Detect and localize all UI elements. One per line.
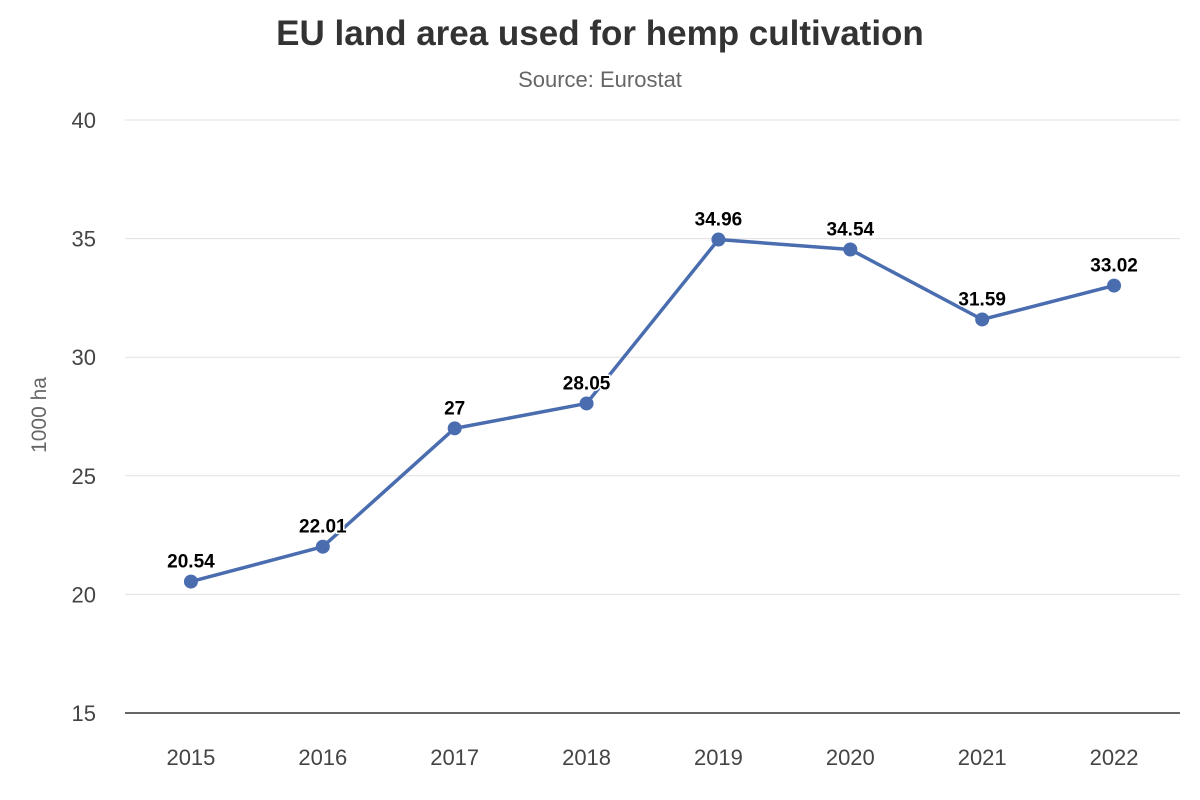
x-tick-label: 2019	[694, 745, 743, 770]
x-tick-label: 2017	[430, 745, 479, 770]
x-tick-label: 2020	[826, 745, 875, 770]
data-label: 34.96	[695, 210, 743, 231]
data-label: 31.59	[958, 289, 1006, 310]
x-tick-label: 2016	[298, 745, 347, 770]
y-tick-label: 30	[72, 345, 96, 370]
data-point	[711, 232, 726, 247]
data-label: 20.54	[167, 552, 215, 573]
chart-subtitle: Source: Eurostat	[518, 67, 682, 92]
chart-title: EU land area used for hemp cultivation	[276, 14, 924, 53]
data-label: 28.05	[563, 373, 611, 394]
data-label: 34.54	[827, 220, 875, 241]
data-point	[183, 574, 198, 589]
y-axis-label: 1000 ha	[28, 377, 51, 453]
y-tick-label: 40	[72, 108, 96, 133]
x-tick-label: 2022	[1090, 745, 1139, 770]
data-point	[975, 312, 990, 327]
series-line	[190, 237, 1115, 584]
data-point	[315, 539, 330, 554]
x-tick-label: 2021	[958, 745, 1007, 770]
y-tick-label: 35	[72, 227, 96, 252]
x-tick-label: 2015	[166, 745, 215, 770]
data-point	[579, 396, 594, 411]
data-point	[843, 242, 858, 257]
x-tick-label: 2018	[562, 745, 611, 770]
data-label: 22.01	[299, 517, 347, 538]
data-point	[1107, 278, 1122, 293]
data-point	[447, 421, 462, 436]
data-label: 33.02	[1090, 256, 1138, 277]
data-label: 27	[444, 398, 465, 419]
y-tick-label: 25	[72, 464, 96, 489]
y-tick-label: 15	[72, 701, 96, 726]
y-tick-label: 20	[72, 582, 96, 607]
